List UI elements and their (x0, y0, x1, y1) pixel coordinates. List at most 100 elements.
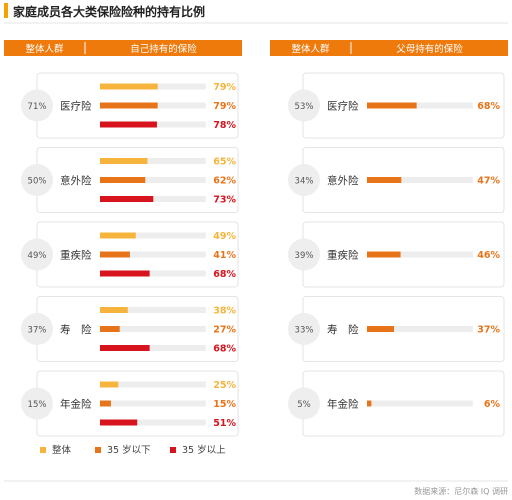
overall-label: 39% (295, 251, 314, 261)
bar-value-label: 65% (213, 157, 236, 168)
bar-value-label: 62% (213, 176, 236, 187)
chart-title: 家庭成员各大类保险险种的持有比例 (13, 4, 205, 19)
bar (100, 196, 154, 202)
category-label: 寿 险 (60, 323, 92, 336)
bar (100, 158, 148, 164)
legend-label: 35 岁以上 (182, 444, 226, 456)
bar (100, 326, 120, 332)
overall-label: 71% (28, 102, 47, 112)
overall-badge (21, 164, 53, 196)
category-label: 年金险 (60, 398, 92, 411)
category-group: 53% 医疗险 68% (288, 72, 505, 139)
bar-track (100, 400, 206, 407)
category-group: 49% 重疾险 49% 41% 68% (21, 221, 239, 288)
category-label: 年金险 (327, 398, 359, 411)
category-group: 50% 意外险 65% 62% 73% (21, 147, 239, 213)
title-accent-bar (4, 3, 8, 18)
category-group: 71% 医疗险 79% 79% 78% (21, 72, 239, 139)
overall-label: 15% (28, 400, 47, 410)
panel-header (270, 40, 508, 56)
category-label: 寿 险 (327, 323, 359, 336)
bar (367, 102, 417, 109)
bar (100, 83, 158, 90)
overall-label: 33% (295, 326, 314, 336)
category-group: 37% 寿 险 38% 27% 68% (21, 296, 239, 362)
overall-badge (288, 313, 320, 345)
overall-badge (21, 313, 53, 345)
legend-swatch (95, 447, 101, 453)
overall-label: 50% (28, 177, 47, 187)
category-label: 重疾险 (327, 249, 359, 262)
overall-badge (288, 387, 320, 420)
bar (100, 121, 157, 128)
bar (367, 400, 372, 407)
bar (100, 419, 138, 426)
bar (100, 381, 119, 388)
bar-value-label: 51% (213, 418, 236, 429)
bar-track (367, 326, 473, 332)
category-group: 39% 重疾险 46% (288, 221, 505, 288)
bar-track (100, 158, 206, 164)
bar-track (367, 102, 473, 109)
bar (100, 270, 150, 277)
overall-badge (288, 238, 320, 271)
bar (367, 251, 401, 258)
chart-panel-1: 整体人群 自己持有的保险 71% 医疗险 79% 79% 78% 50% 意外险 65% 62% 73… (4, 40, 242, 437)
source-note: 数据来源：尼尔森 IQ 调研 (414, 486, 508, 496)
bar-track (100, 419, 206, 426)
header-left-label: 整体人群 (25, 43, 64, 55)
overall-label: 53% (295, 102, 314, 112)
bar-track (100, 270, 206, 277)
legend-swatch (40, 447, 46, 453)
bar (100, 307, 128, 313)
header-left-label: 整体人群 (291, 43, 330, 55)
bar (100, 232, 136, 239)
overall-label: 5% (297, 400, 311, 410)
bar-track (367, 251, 473, 258)
overall-badge (21, 387, 53, 420)
bar-value-label: 47% (477, 176, 500, 187)
category-label: 意外险 (60, 174, 92, 187)
bar-track (100, 326, 206, 332)
bar-value-label: 68% (213, 269, 236, 280)
legend-swatch (170, 447, 176, 453)
bar-track (100, 251, 206, 258)
bar-value-label: 6% (484, 399, 501, 410)
bar (367, 326, 395, 332)
bar-track (100, 381, 206, 388)
bar-value-label: 41% (213, 250, 236, 261)
bar-value-label: 46% (477, 250, 500, 261)
overall-label: 34% (295, 177, 314, 187)
category-group: 34% 意外险 47% (288, 147, 505, 213)
bar-track (367, 177, 473, 183)
bar-value-label: 38% (213, 306, 236, 317)
category-label: 医疗险 (327, 100, 359, 113)
overall-label: 49% (28, 251, 47, 261)
legend-label: 整体 (52, 444, 72, 456)
bar-track (100, 232, 206, 239)
header-right-label: 父母持有的保险 (396, 43, 463, 55)
bar-value-label: 68% (477, 101, 500, 112)
bar-value-label: 15% (213, 399, 236, 410)
category-label: 意外险 (327, 174, 359, 187)
category-group: 33% 寿 险 37% (288, 296, 505, 362)
overall-badge (21, 238, 53, 271)
category-group: 5% 年金险 6% (288, 370, 505, 437)
bar-value-label: 49% (213, 231, 236, 242)
bar (100, 345, 150, 351)
overall-badge (21, 89, 53, 122)
header-right-label: 自己持有的保险 (130, 43, 197, 55)
category-label: 重疾险 (60, 249, 92, 262)
overall-label: 37% (28, 326, 47, 336)
bar-value-label: 79% (213, 101, 236, 112)
legend: 整体 35 岁以下 35 岁以上 (40, 444, 226, 456)
bar (100, 400, 111, 407)
overall-badge (288, 164, 320, 196)
bar-track (100, 177, 206, 183)
bar (100, 102, 158, 109)
legend-label: 35 岁以下 (107, 444, 151, 456)
bar-track (100, 307, 206, 313)
bar-value-label: 37% (477, 325, 500, 336)
bar-track (100, 345, 206, 351)
